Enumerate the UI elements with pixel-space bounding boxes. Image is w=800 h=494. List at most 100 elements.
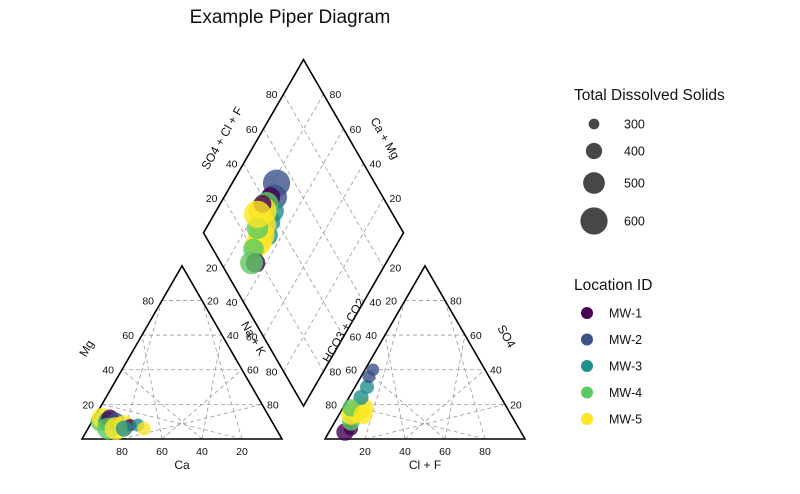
location-legend: Location ID MW-1 MW-2 MW-3 MW-4 MW-5 [574, 277, 652, 427]
location-legend-label: MW-2 [609, 333, 642, 347]
diamond-grid-line [243, 163, 344, 337]
anion-hco3-tick: 80 [325, 399, 337, 411]
cation-grid-line [121, 369, 203, 440]
anion-grid-line [364, 403, 506, 440]
diamond-point [240, 251, 263, 275]
diamond-point [243, 200, 272, 228]
anion-so4-tick: 40 [490, 365, 502, 377]
cation-triangle-frame [80, 264, 284, 440]
location-legend-swatch [581, 413, 593, 425]
cation-ca-tick: 20 [236, 446, 248, 458]
cation-ca-tick: 60 [156, 446, 168, 458]
cation-mg-tick: 80 [142, 295, 154, 307]
diamond-lower-left-tick: 60 [246, 332, 258, 344]
cation-grid-line [141, 335, 163, 440]
location-legend-title: Location ID [574, 277, 652, 294]
anion-so4-tick: 60 [470, 330, 482, 342]
tds-legend-symbol [588, 118, 600, 130]
location-legend-label: MW-4 [609, 386, 642, 400]
anion-point [353, 405, 373, 425]
cation-nak-tick: 40 [227, 330, 239, 342]
anion-point [359, 380, 375, 395]
anion-grid-line [444, 300, 486, 440]
cation-grid-line [201, 335, 223, 440]
diamond-lower-right-tick: 60 [350, 332, 362, 344]
diamond-grid-line [243, 128, 344, 303]
location-legend-swatch [581, 307, 593, 319]
diamond-grid-line [283, 94, 384, 268]
diamond-left-tick: 40 [226, 159, 238, 171]
cation-nak-tick: 20 [207, 295, 219, 307]
cation-nak-tick: 60 [247, 365, 259, 377]
diamond-left-tick: 80 [266, 89, 278, 101]
anion-grid-line [364, 369, 446, 440]
tds-legend-symbol [583, 172, 605, 194]
anion-clf-axis-label: Cl + F [409, 458, 441, 472]
cation-ca-tick: 40 [196, 446, 208, 458]
tds-legend-label: 400 [624, 145, 645, 159]
grid-lines [101, 94, 506, 440]
diamond-left-tick: 20 [206, 193, 218, 205]
diamond-frame [202, 57, 405, 408]
diamond-camg-axis-label: Ca + Mg [367, 115, 402, 162]
tds-legend-title: Total Dissolved Solids [574, 87, 725, 104]
tds-legend-label: 500 [624, 177, 645, 191]
anion-so4-axis-label: SO4 [494, 322, 518, 350]
location-legend-swatch [581, 360, 593, 372]
anion-clf-tick: 80 [479, 446, 491, 458]
cation-point [115, 420, 133, 437]
tds-legend: Total Dissolved Solids 300 400 500 600 [574, 87, 725, 235]
anion-grid-line [444, 335, 466, 440]
plot-frames [80, 57, 527, 440]
diamond-so4clf-axis-label: SO4 + Cl + F [198, 104, 245, 172]
cation-nak-tick: 80 [267, 399, 279, 411]
anion-grid-line [384, 335, 406, 440]
tds-legend-label: 300 [624, 118, 645, 132]
cation-ca-axis-label: Ca [174, 458, 190, 472]
diamond-lower-left-tick: 20 [206, 262, 218, 274]
diamond-grid-line [223, 197, 324, 372]
data-points [90, 169, 380, 441]
diamond-lower-right-tick: 40 [370, 297, 382, 309]
location-legend-label: MW-5 [609, 413, 642, 427]
anion-point [366, 363, 380, 376]
cation-mg-tick: 60 [122, 330, 134, 342]
anion-so4-tick: 80 [450, 295, 462, 307]
diamond-lower-right-tick: 80 [330, 366, 342, 378]
cation-grid-line [201, 300, 243, 440]
cation-mg-tick: 20 [82, 399, 94, 411]
diamond-left-tick: 60 [246, 124, 258, 136]
location-legend-swatch [581, 333, 593, 346]
anion-so4-tick: 20 [510, 399, 522, 411]
anion-clf-tick: 60 [439, 446, 451, 458]
anion-triangle-frame [323, 264, 527, 440]
anion-grid-line [404, 369, 486, 440]
anion-hco3-axis-label: HCO3 + CO2 [320, 296, 368, 365]
cation-mg-tick: 40 [102, 365, 114, 377]
diamond-grid-line [263, 163, 364, 337]
diamond-grid-line [283, 197, 384, 372]
location-legend-swatch [581, 386, 593, 399]
anion-hco3-tick: 60 [345, 365, 357, 377]
chart-title: Example Piper Diagram [190, 7, 391, 28]
diamond-grid-line [263, 128, 364, 303]
diamond-lower-left-tick: 80 [266, 366, 278, 378]
cation-point [137, 421, 151, 436]
cation-grid-line [101, 403, 243, 440]
anion-clf-tick: 20 [359, 446, 371, 458]
location-legend-label: MW-3 [609, 360, 642, 374]
location-legend-label: MW-1 [609, 307, 642, 321]
cation-grid-line [161, 369, 243, 440]
anion-hco3-tick: 40 [365, 330, 377, 342]
tds-legend-symbol [580, 207, 608, 235]
diamond-right-tick: 40 [370, 159, 382, 171]
diamond-right-tick: 60 [350, 124, 362, 136]
diamond-lower-left-tick: 40 [226, 297, 238, 309]
cation-grid-line [121, 300, 163, 440]
cation-mg-axis-label: Mg [76, 338, 96, 359]
diamond-right-tick: 80 [330, 89, 342, 101]
diamond-lower-right-tick: 20 [390, 262, 402, 274]
tds-legend-label: 600 [624, 215, 645, 229]
